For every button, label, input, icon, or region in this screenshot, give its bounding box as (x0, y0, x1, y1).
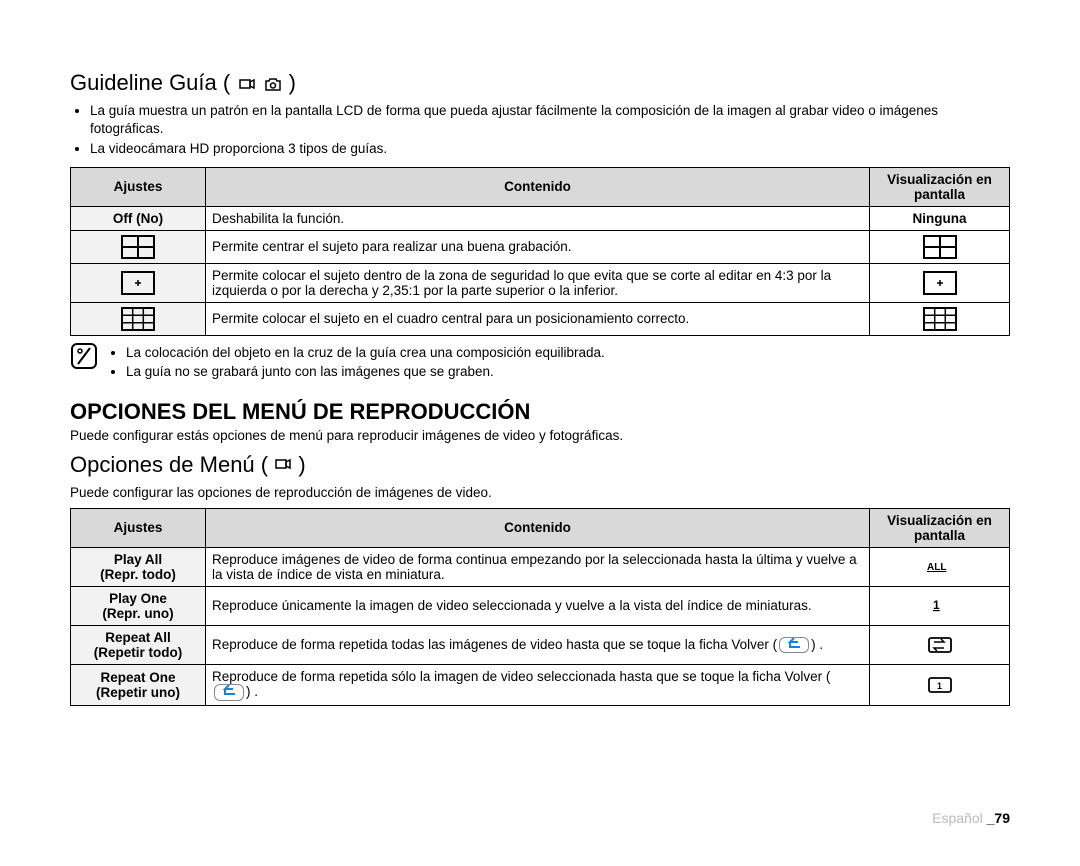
playback-big-title: OPCIONES DEL MENÚ DE REPRODUCCIÓN (70, 399, 1010, 425)
table-row: Permite colocar el sujeto dentro de la z… (71, 263, 1010, 302)
header-visual: Visualización en pantalla (870, 167, 1010, 206)
visual-cell (870, 547, 1010, 586)
repeat-one-icon (927, 676, 953, 694)
table-header-row: Ajustes Contenido Visualización en panta… (71, 508, 1010, 547)
contenido-post: ) . (811, 637, 823, 652)
ajustes-cell (71, 302, 206, 335)
table-row: Play One(Repr. uno)Reproduce únicamente … (71, 586, 1010, 625)
ajustes-l1: Repeat One (100, 670, 175, 685)
ajustes-cell: Play All(Repr. todo) (71, 547, 206, 586)
contenido-cell: Reproduce únicamente la imagen de video … (206, 586, 870, 625)
guideline-bullet: La videocámara HD proporciona 3 tipos de… (90, 140, 1010, 158)
header-ajustes: Ajustes (71, 167, 206, 206)
contenido-pre: Reproduce de forma repetida sólo la imag… (212, 669, 830, 684)
table-row: Permite colocar el sujeto en el cuadro c… (71, 302, 1010, 335)
footer-lang: Español (932, 810, 986, 826)
guideline-title-text: Guideline Guía ( (70, 70, 230, 95)
visual-cell (870, 230, 1010, 263)
ajustes-cell (71, 230, 206, 263)
visual-cell (870, 625, 1010, 664)
ajustes-l2: (Repr. uno) (102, 606, 173, 621)
manual-page: Guideline Guía ( ) La guía muestra un pa… (0, 0, 1080, 866)
playback-subtitle: Opciones de Menú ( ) (70, 452, 1010, 478)
guideline-title-icons (236, 70, 288, 95)
playback-subintro: Puede configurar las opciones de reprodu… (70, 484, 1010, 502)
playback-subtitle-pre: Opciones de Menú ( (70, 452, 268, 477)
header-contenido: Contenido (206, 508, 870, 547)
ajustes-cell: Play One(Repr. uno) (71, 586, 206, 625)
header-contenido: Contenido (206, 167, 870, 206)
cross-2x2-icon (923, 235, 957, 259)
visual-cell (870, 302, 1010, 335)
contenido-post: ) . (246, 684, 258, 699)
header-visual: Visualización en pantalla (870, 508, 1010, 547)
guideline-title: Guideline Guía ( ) (70, 70, 1010, 96)
volver-button (214, 684, 244, 701)
volver-icon (784, 638, 804, 650)
volver-button (779, 637, 809, 654)
playback-table: Ajustes Contenido Visualización en panta… (70, 508, 1010, 706)
ajustes-l1: Repeat All (105, 630, 171, 645)
table-row: Repeat All(Repetir todo) Reproduce de for… (71, 625, 1010, 664)
playback-intro: Puede configurar estás opciones de menú … (70, 427, 1010, 445)
safezone-plus-icon (121, 271, 155, 295)
ajustes-l1: Play One (109, 591, 167, 606)
contenido-cell: Reproduce imágenes de video de forma con… (206, 547, 870, 586)
play-one-icon (927, 597, 953, 615)
camera-icon (264, 76, 282, 92)
ajustes-cell: Repeat All(Repetir todo) (71, 625, 206, 664)
guideline-table: Ajustes Contenido Visualización en panta… (70, 167, 1010, 336)
contenido-cell: Permite colocar el sujeto dentro de la z… (206, 263, 870, 302)
table-row: Permite centrar el sujeto para realizar … (71, 230, 1010, 263)
ajustes-l2: (Repetir todo) (94, 645, 183, 660)
footer-page: 79 (994, 810, 1010, 826)
contenido-cell: Reproduce de forma repetida sólo la imag… (206, 664, 870, 705)
ajustes-cell: Off (No) (71, 206, 206, 230)
note-icon (70, 342, 98, 373)
table-row: Off (No)Deshabilita la función.Ninguna (71, 206, 1010, 230)
safezone-plus-icon (923, 271, 957, 295)
cross-2x2-icon (121, 235, 155, 259)
camcorder-icon (238, 76, 256, 92)
camcorder-icon (274, 456, 292, 472)
repeat-all-icon (927, 636, 953, 654)
note-list: La colocación del objeto en la cruz de l… (106, 344, 605, 382)
ajustes-l1: Play All (114, 552, 162, 567)
ajustes-cell (71, 263, 206, 302)
grid-3x3-icon (121, 307, 155, 331)
note-item: La guía no se grabará junto con las imág… (126, 363, 605, 382)
contenido-pre: Reproduce de forma repetida todas las im… (212, 637, 777, 652)
contenido-cell: Permite colocar el sujeto en el cuadro c… (206, 302, 870, 335)
ajustes-cell: Repeat One(Repetir uno) (71, 664, 206, 705)
guideline-title-close: ) (289, 70, 296, 95)
visual-cell: Ninguna (870, 206, 1010, 230)
guideline-bullet: La guía muestra un patrón en la pantalla… (90, 102, 1010, 138)
ajustes-l2: (Repetir uno) (96, 685, 180, 700)
guideline-intro-list: La guía muestra un patrón en la pantalla… (70, 102, 1010, 159)
ajustes-l2: (Repr. todo) (100, 567, 176, 582)
contenido-cell: Reproduce de forma repetida todas las im… (206, 625, 870, 664)
grid-3x3-icon (923, 307, 957, 331)
visual-cell (870, 263, 1010, 302)
page-footer: Español _79 (932, 810, 1010, 826)
table-header-row: Ajustes Contenido Visualización en panta… (71, 167, 1010, 206)
guideline-note: La colocación del objeto en la cruz de l… (70, 342, 1010, 382)
table-row: Repeat One(Repetir uno) Reproduce de form… (71, 664, 1010, 705)
visual-cell (870, 586, 1010, 625)
volver-icon (219, 685, 239, 697)
contenido-cell: Deshabilita la función. (206, 206, 870, 230)
playback-subtitle-post: ) (298, 452, 305, 477)
play-all-icon (927, 558, 953, 576)
note-item: La colocación del objeto en la cruz de l… (126, 344, 605, 363)
contenido-cell: Permite centrar el sujeto para realizar … (206, 230, 870, 263)
header-ajustes: Ajustes (71, 508, 206, 547)
table-row: Play All(Repr. todo)Reproduce imágenes d… (71, 547, 1010, 586)
visual-cell (870, 664, 1010, 705)
